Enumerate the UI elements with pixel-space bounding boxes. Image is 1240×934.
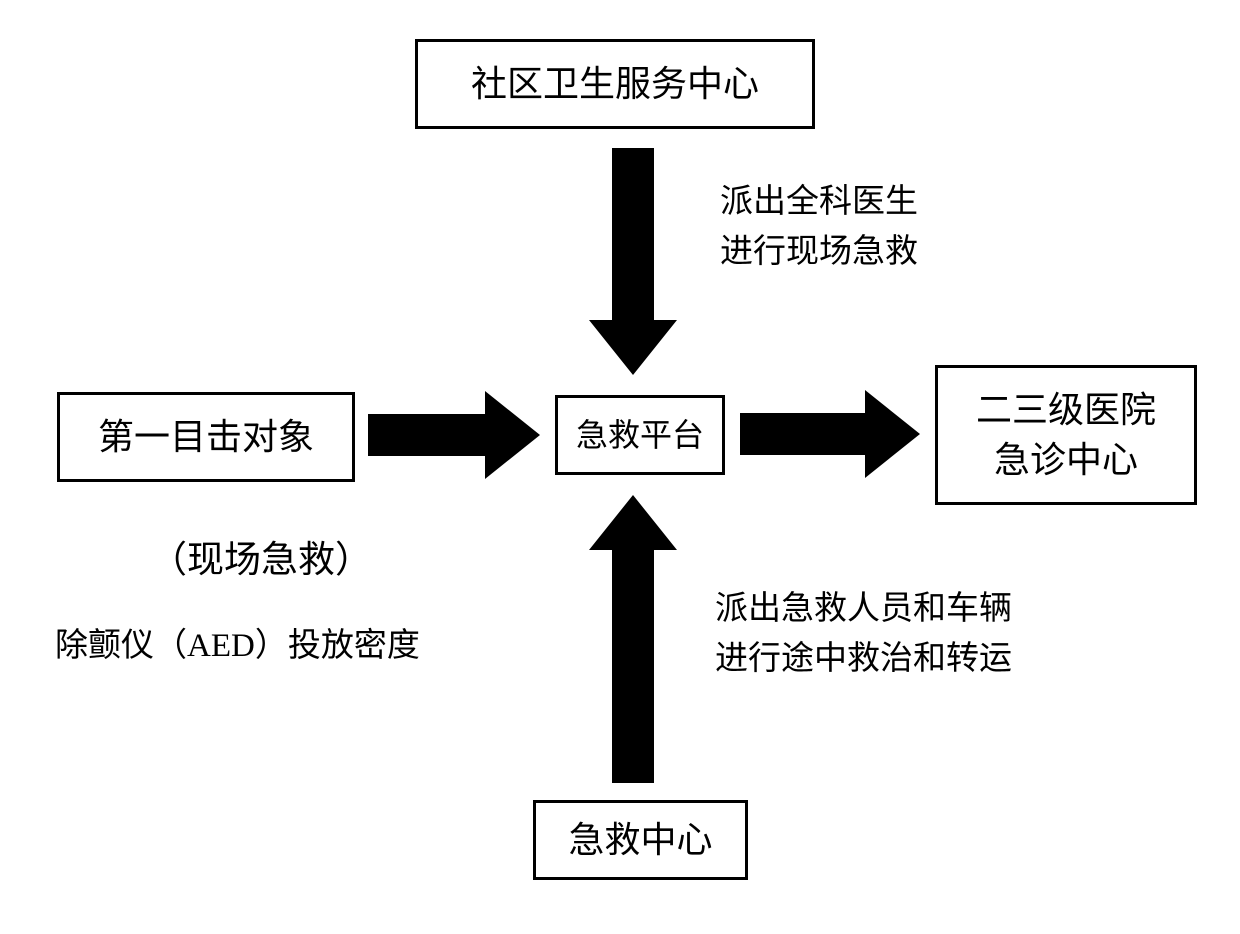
node-top: 社区卫生服务中心 — [415, 39, 815, 129]
edge-label-top: 派出全科医生 进行现场急救 — [720, 178, 918, 277]
node-left-label: 第一目击对象 — [98, 412, 314, 462]
node-right: 二三级医院 急诊中心 — [935, 365, 1197, 505]
node-top-label: 社区卫生服务中心 — [471, 59, 759, 109]
annotation-on-site: （现场急救） — [150, 533, 372, 589]
edge-label-bottom: 派出急救人员和车辆 进行途中救治和转运 — [715, 585, 1012, 684]
node-right-label: 二三级医院 急诊中心 — [976, 385, 1156, 486]
node-left: 第一目击对象 — [57, 392, 355, 482]
arrow-top-to-center — [589, 148, 677, 375]
node-bottom: 急救中心 — [533, 800, 748, 880]
node-bottom-label: 急救中心 — [568, 815, 712, 865]
arrow-center-to-right — [740, 390, 920, 478]
node-center-label: 急救平台 — [576, 413, 704, 458]
node-center: 急救平台 — [555, 395, 725, 475]
arrow-bottom-to-center — [589, 495, 677, 783]
annotation-aed: 除颤仪（AED）投放密度 — [55, 622, 420, 672]
arrow-left-to-center — [368, 391, 540, 479]
